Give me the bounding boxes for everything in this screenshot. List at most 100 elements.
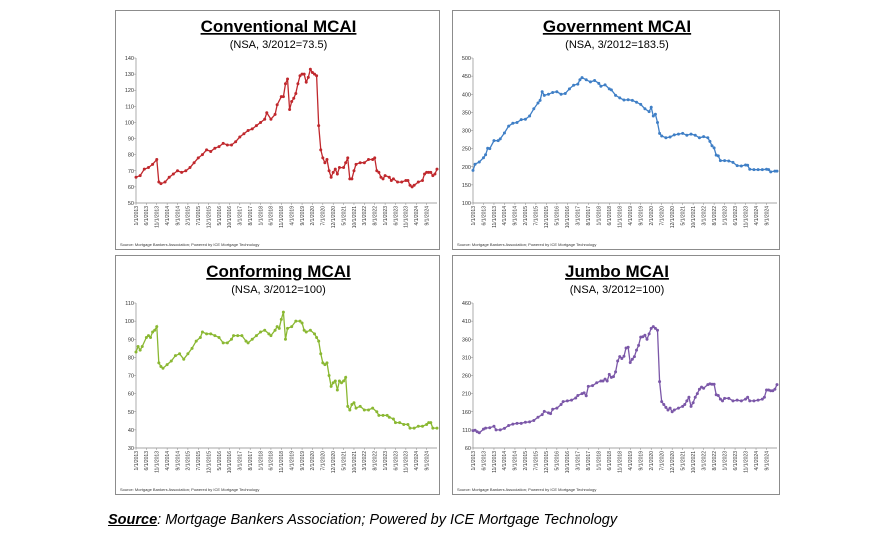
x-tick-label: 11/1/2013 xyxy=(155,451,161,473)
data-point xyxy=(760,168,764,172)
x-tick-label: 6/1/2013 xyxy=(144,206,150,226)
data-point xyxy=(321,156,325,160)
x-tick-label: 6/1/2023 xyxy=(733,451,739,471)
data-point xyxy=(348,177,352,181)
data-point xyxy=(300,321,304,325)
data-point xyxy=(540,90,544,94)
data-point xyxy=(653,326,657,330)
data-point xyxy=(327,169,331,173)
data-point xyxy=(244,339,248,343)
data-point xyxy=(570,398,574,402)
data-point xyxy=(431,174,435,178)
data-point xyxy=(294,91,298,95)
data-point xyxy=(559,92,563,96)
data-point xyxy=(635,100,639,104)
data-point xyxy=(157,361,161,365)
data-point xyxy=(746,163,750,167)
data-point xyxy=(279,95,283,99)
data-point xyxy=(767,168,771,172)
x-tick-label: 1/1/2013 xyxy=(471,206,477,226)
data-point xyxy=(385,413,389,417)
x-tick-label: 1/1/2013 xyxy=(471,451,477,471)
data-point xyxy=(591,384,595,388)
data-point xyxy=(294,319,298,323)
data-point xyxy=(315,335,319,339)
data-point xyxy=(362,161,366,165)
source-footer: Source: Mortgage Bankers Association; Po… xyxy=(108,512,617,528)
x-tick-label: 7/1/2015 xyxy=(534,451,540,471)
data-point xyxy=(153,328,157,332)
data-point xyxy=(333,379,337,383)
data-point xyxy=(473,428,477,432)
y-tick-label: 100 xyxy=(125,120,134,126)
data-point xyxy=(366,408,370,412)
data-point xyxy=(637,343,641,347)
data-point xyxy=(723,396,727,400)
data-point xyxy=(259,120,263,124)
data-point xyxy=(250,127,254,131)
data-point xyxy=(561,400,565,404)
y-tick-label: 110 xyxy=(125,301,134,307)
x-tick-label: 7/1/2020 xyxy=(659,206,665,226)
data-point xyxy=(391,417,395,421)
data-point xyxy=(375,410,379,414)
x-tick-label: 8/1/2017 xyxy=(248,451,254,471)
chart-title: Jumbo MCAI xyxy=(565,262,669,281)
x-tick-label: 10/1/2016 xyxy=(565,451,571,473)
data-point xyxy=(649,326,653,330)
data-point xyxy=(350,403,354,406)
data-point xyxy=(423,172,427,176)
chart-svg: Conforming MCAI (NSA, 3/2012=100) 30 40 50 60… xyxy=(120,262,439,492)
data-point xyxy=(321,361,325,365)
data-point xyxy=(331,381,335,385)
y-tick-label: 80 xyxy=(128,153,134,159)
x-tick-label: 6/1/2023 xyxy=(393,451,399,471)
data-point xyxy=(155,158,159,161)
data-point xyxy=(184,169,188,173)
data-point xyxy=(398,421,402,425)
data-point xyxy=(354,162,358,166)
data-point xyxy=(567,87,571,91)
x-tick-label: 6/1/2018 xyxy=(607,451,613,471)
data-point xyxy=(344,375,348,379)
data-point xyxy=(603,377,607,381)
data-point xyxy=(523,117,527,121)
chart-subtitle: (NSA, 3/2012=100) xyxy=(570,284,664,296)
data-point xyxy=(406,178,410,182)
x-tick-label: 2/1/2020 xyxy=(649,451,655,471)
data-point xyxy=(348,408,352,412)
y-tick-label: 200 xyxy=(462,165,471,171)
data-point xyxy=(205,332,209,336)
data-point xyxy=(484,153,488,157)
data-point xyxy=(559,403,563,406)
y-tick-label: 450 xyxy=(462,74,471,80)
x-tick-label: 1/1/2018 xyxy=(597,206,603,226)
data-point xyxy=(190,346,194,350)
x-tick-label: 1/1/2023 xyxy=(722,451,728,471)
data-point xyxy=(748,167,752,171)
data-point xyxy=(528,420,532,424)
data-point xyxy=(337,166,341,170)
x-tick-label: 6/1/2018 xyxy=(607,206,613,226)
data-point xyxy=(649,105,653,109)
chart-title: Conventional MCAI xyxy=(201,17,357,36)
data-point xyxy=(536,415,540,419)
data-point xyxy=(273,328,277,332)
data-point xyxy=(595,381,599,385)
x-tick-label: 6/1/2023 xyxy=(733,206,739,226)
data-point xyxy=(756,398,760,402)
chart-title: Government MCAI xyxy=(543,17,691,36)
data-point xyxy=(362,408,366,412)
data-point xyxy=(140,345,144,348)
y-tick-label: 410 xyxy=(462,319,471,325)
x-tick-label: 11/1/2018 xyxy=(618,206,624,228)
data-point xyxy=(292,96,296,100)
data-point xyxy=(325,158,329,161)
data-point xyxy=(196,156,200,160)
data-point xyxy=(708,139,712,143)
y-tick-label: 460 xyxy=(462,301,471,307)
y-tick-label: 40 xyxy=(128,428,134,434)
data-point xyxy=(217,335,221,339)
data-point xyxy=(477,431,481,435)
data-point xyxy=(683,403,687,406)
